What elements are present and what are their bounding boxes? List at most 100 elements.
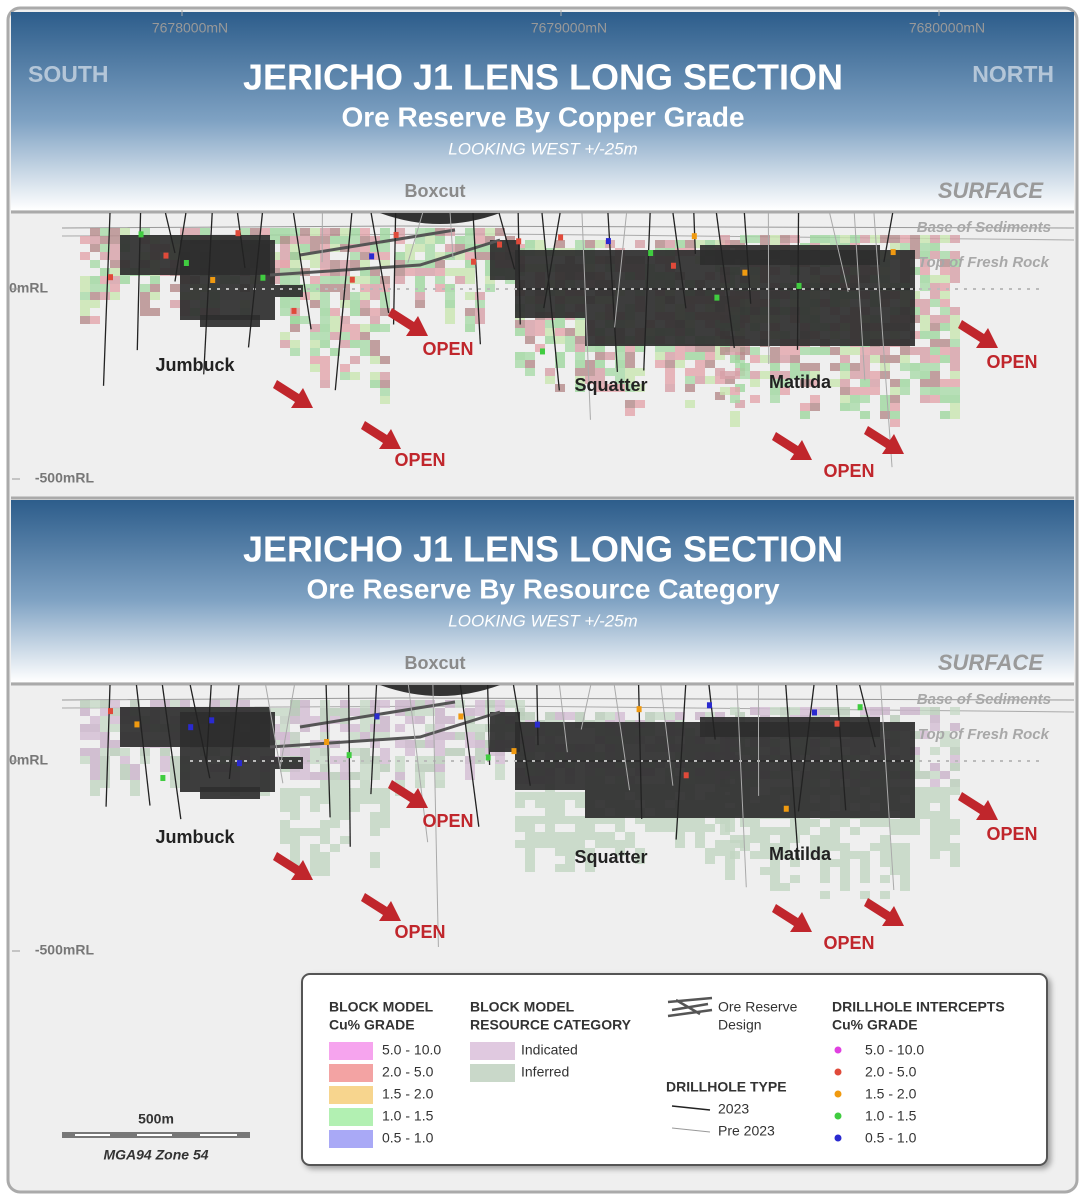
block-cell <box>90 300 100 308</box>
block-cell <box>595 344 605 352</box>
block-cell <box>300 788 310 796</box>
block-cell <box>665 824 675 832</box>
block-cell <box>770 395 780 403</box>
block-cell <box>280 300 290 308</box>
surface-line <box>61 697 1075 701</box>
block-cell <box>780 835 790 843</box>
block-cell <box>930 747 940 755</box>
block-cell <box>695 712 705 720</box>
drillhole <box>432 684 439 948</box>
block-cell <box>720 387 730 395</box>
legend-label: 1.5 - 2.0 <box>865 1086 917 1102</box>
block-cell <box>575 840 585 848</box>
block-cell <box>920 283 930 291</box>
header-band <box>11 12 1074 210</box>
block-cell <box>770 371 780 379</box>
block-cell <box>740 819 750 827</box>
block-cell <box>320 308 330 316</box>
block-cell <box>110 700 120 708</box>
block-cell <box>260 228 270 236</box>
drillhole <box>835 684 847 811</box>
block-cell <box>575 344 585 352</box>
block-cell <box>110 228 120 236</box>
block-cell <box>800 379 810 387</box>
ore-reserve-block <box>515 760 915 790</box>
block-cell <box>280 796 290 804</box>
block-cell <box>300 244 310 252</box>
block-cell <box>465 316 475 324</box>
block-cell <box>300 252 310 260</box>
block-cell <box>380 276 390 284</box>
block-cell <box>840 875 850 883</box>
block-cell <box>340 316 350 324</box>
block-cell <box>330 324 340 332</box>
block-cell <box>330 276 340 284</box>
block-cell <box>310 292 320 300</box>
block-cell <box>455 252 465 260</box>
block-cell <box>290 300 300 308</box>
block-cell <box>360 324 370 332</box>
block-cell <box>90 748 100 756</box>
block-cell <box>100 284 110 292</box>
legend-label: Indicated <box>521 1042 578 1058</box>
open-arrow <box>958 320 998 348</box>
block-cell <box>310 748 320 756</box>
drillhole <box>161 684 182 820</box>
block-cell <box>950 787 960 795</box>
intercept-marker <box>458 713 464 720</box>
block-cell <box>615 848 625 856</box>
block-cell <box>930 243 940 251</box>
block-cell <box>80 708 90 716</box>
legend-swatch <box>329 1086 373 1104</box>
block-cell <box>930 811 940 819</box>
block-cell <box>840 395 850 403</box>
block-cell <box>685 240 695 248</box>
drillhole <box>829 212 849 293</box>
block-cell <box>910 235 920 243</box>
block-cell <box>360 340 370 348</box>
block-cell <box>485 700 495 708</box>
block-cell <box>300 716 310 724</box>
block-cell <box>110 236 120 244</box>
block-cell <box>730 835 740 843</box>
block-cell <box>525 856 535 864</box>
block-cell <box>340 780 350 788</box>
block-cell <box>720 819 730 827</box>
drillhole <box>325 684 331 818</box>
block-cell <box>280 820 290 828</box>
legend-label: 2023 <box>718 1101 749 1117</box>
block-cell <box>950 275 960 283</box>
block-cell <box>405 268 415 276</box>
block-cell <box>370 284 380 292</box>
block-cell <box>170 284 180 292</box>
block-cell <box>565 816 575 824</box>
block-cell <box>455 732 465 740</box>
drillhole <box>205 684 212 761</box>
block-cell <box>290 716 300 724</box>
block-cell <box>810 843 820 851</box>
block-cell <box>535 328 545 336</box>
block-cell <box>425 740 435 748</box>
drillhole <box>883 212 894 263</box>
block-cell <box>790 835 800 843</box>
block-cell <box>585 376 595 384</box>
block-cell <box>380 788 390 796</box>
block-cell <box>435 260 445 268</box>
block-cell <box>780 235 790 243</box>
block-cell <box>750 819 760 827</box>
block-cell <box>290 276 300 284</box>
block-cell <box>840 355 850 363</box>
block-cell <box>290 324 300 332</box>
block-cell <box>585 824 595 832</box>
block-cell <box>445 732 455 740</box>
block-cell <box>950 323 960 331</box>
block-cell <box>940 395 950 403</box>
block-cell <box>320 252 330 260</box>
block-cell <box>290 732 300 740</box>
block-cell <box>300 316 310 324</box>
block-cell <box>950 347 960 355</box>
block-cell <box>870 235 880 243</box>
block-cell <box>320 228 330 236</box>
block-cell <box>555 832 565 840</box>
view-direction: LOOKING WEST +/-25m <box>448 611 637 630</box>
